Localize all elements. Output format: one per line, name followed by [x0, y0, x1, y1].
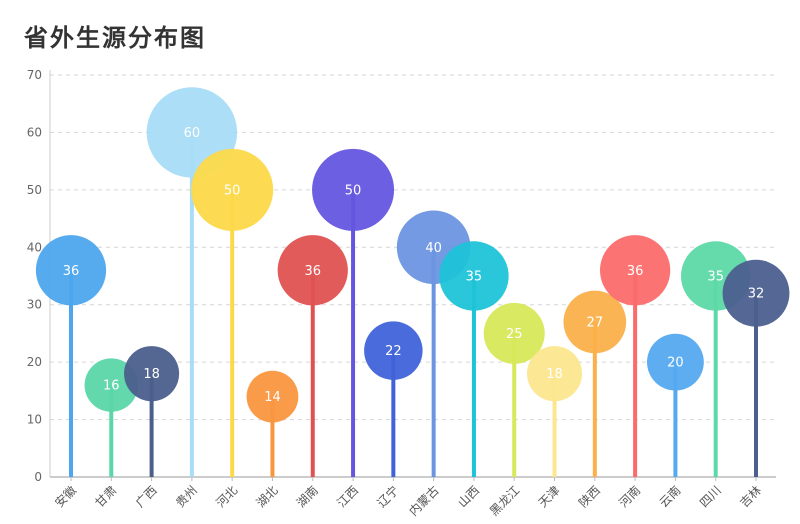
bubble	[483, 302, 545, 364]
bubble	[563, 290, 627, 354]
y-tick-label: 70	[27, 68, 42, 82]
x-tick-label: 安徽	[52, 483, 80, 511]
x-tick-label: 辽宁	[374, 483, 402, 511]
data-label: 22	[385, 344, 402, 359]
bubble	[124, 346, 180, 402]
x-tick-label: 吉林	[737, 483, 764, 510]
x-tick-label: 云南	[656, 483, 684, 511]
bubble	[246, 370, 299, 423]
bubble	[599, 235, 671, 306]
data-label: 18	[546, 367, 563, 382]
y-tick-label: 20	[27, 355, 42, 369]
chart-title: 省外生源分布图	[24, 24, 206, 52]
bubble	[722, 259, 790, 327]
x-tick-label: 河北	[213, 483, 240, 510]
data-label: 32	[748, 287, 765, 302]
x-tick-label: 黑龙江	[487, 483, 522, 518]
y-tick-label: 30	[27, 298, 42, 312]
data-label: 27	[587, 315, 604, 330]
x-tick-label: 广西	[133, 483, 160, 510]
bubble	[277, 235, 348, 306]
data-label: 36	[63, 264, 80, 279]
x-tick-label: 山西	[455, 483, 482, 510]
data-label: 60	[184, 126, 201, 141]
data-label: 50	[345, 183, 362, 198]
data-label: 18	[143, 367, 160, 382]
x-tick-label: 江西	[334, 483, 361, 510]
x-tick-label: 湖北	[253, 483, 281, 511]
data-label: 35	[707, 270, 724, 285]
data-label: 35	[466, 270, 483, 285]
x-tick-label: 河南	[616, 483, 644, 511]
bubble	[647, 333, 704, 391]
data-label: 16	[103, 379, 120, 394]
x-tick-label: 内蒙古	[406, 483, 442, 519]
y-tick-label: 60	[27, 125, 42, 139]
data-label: 20	[667, 356, 684, 371]
x-tick-label: 陕西	[575, 483, 603, 511]
y-tick-label: 50	[27, 183, 42, 197]
data-label: 36	[304, 264, 321, 279]
x-tick-label: 四川	[697, 483, 724, 510]
x-tick-label: 湖南	[293, 483, 321, 511]
y-tick-label: 0	[34, 470, 42, 484]
bubble	[439, 241, 509, 311]
bubble	[191, 148, 274, 231]
y-tick-label: 40	[27, 240, 42, 254]
data-label: 50	[224, 183, 241, 198]
y-tick-label: 10	[27, 413, 42, 427]
data-label: 14	[264, 390, 281, 405]
data-label: 36	[627, 264, 644, 279]
bubble	[364, 321, 423, 380]
bubble	[35, 235, 107, 306]
bubble	[526, 346, 583, 402]
data-label: 40	[425, 241, 442, 256]
x-tick-label: 天津	[536, 483, 563, 510]
bubble	[312, 148, 395, 231]
x-tick-label: 贵州	[173, 483, 200, 510]
x-tick-label: 甘肃	[93, 483, 120, 510]
data-label: 25	[506, 327, 523, 342]
